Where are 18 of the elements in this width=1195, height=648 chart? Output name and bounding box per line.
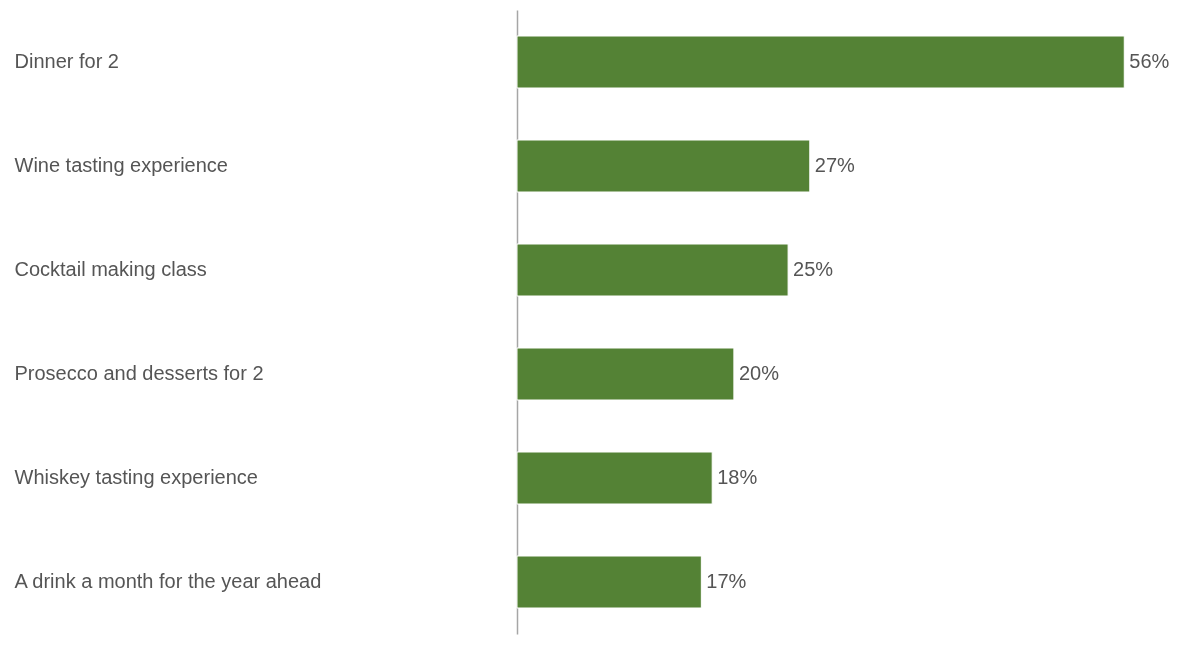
y-tick-label: A drink a month for the year ahead <box>14 570 322 592</box>
data-label: 17% <box>706 570 747 592</box>
bar <box>516 35 1125 89</box>
data-label: 18% <box>717 466 758 488</box>
y-tick-label: Prosecco and desserts for 2 <box>14 362 264 384</box>
data-label: 56% <box>1129 50 1170 72</box>
bar <box>516 139 811 193</box>
bar <box>516 555 702 609</box>
y-tick-label: Cocktail making class <box>14 258 207 280</box>
y-tick-label: Wine tasting experience <box>14 154 228 176</box>
bar <box>516 243 789 297</box>
y-tick-label: Whiskey tasting experience <box>14 466 258 488</box>
bar <box>516 347 735 401</box>
data-label: 25% <box>793 258 834 280</box>
data-label: 20% <box>738 362 780 384</box>
y-tick-label: Dinner for 2 <box>14 50 119 72</box>
data-label: 27% <box>814 154 856 176</box>
bar <box>516 451 713 505</box>
